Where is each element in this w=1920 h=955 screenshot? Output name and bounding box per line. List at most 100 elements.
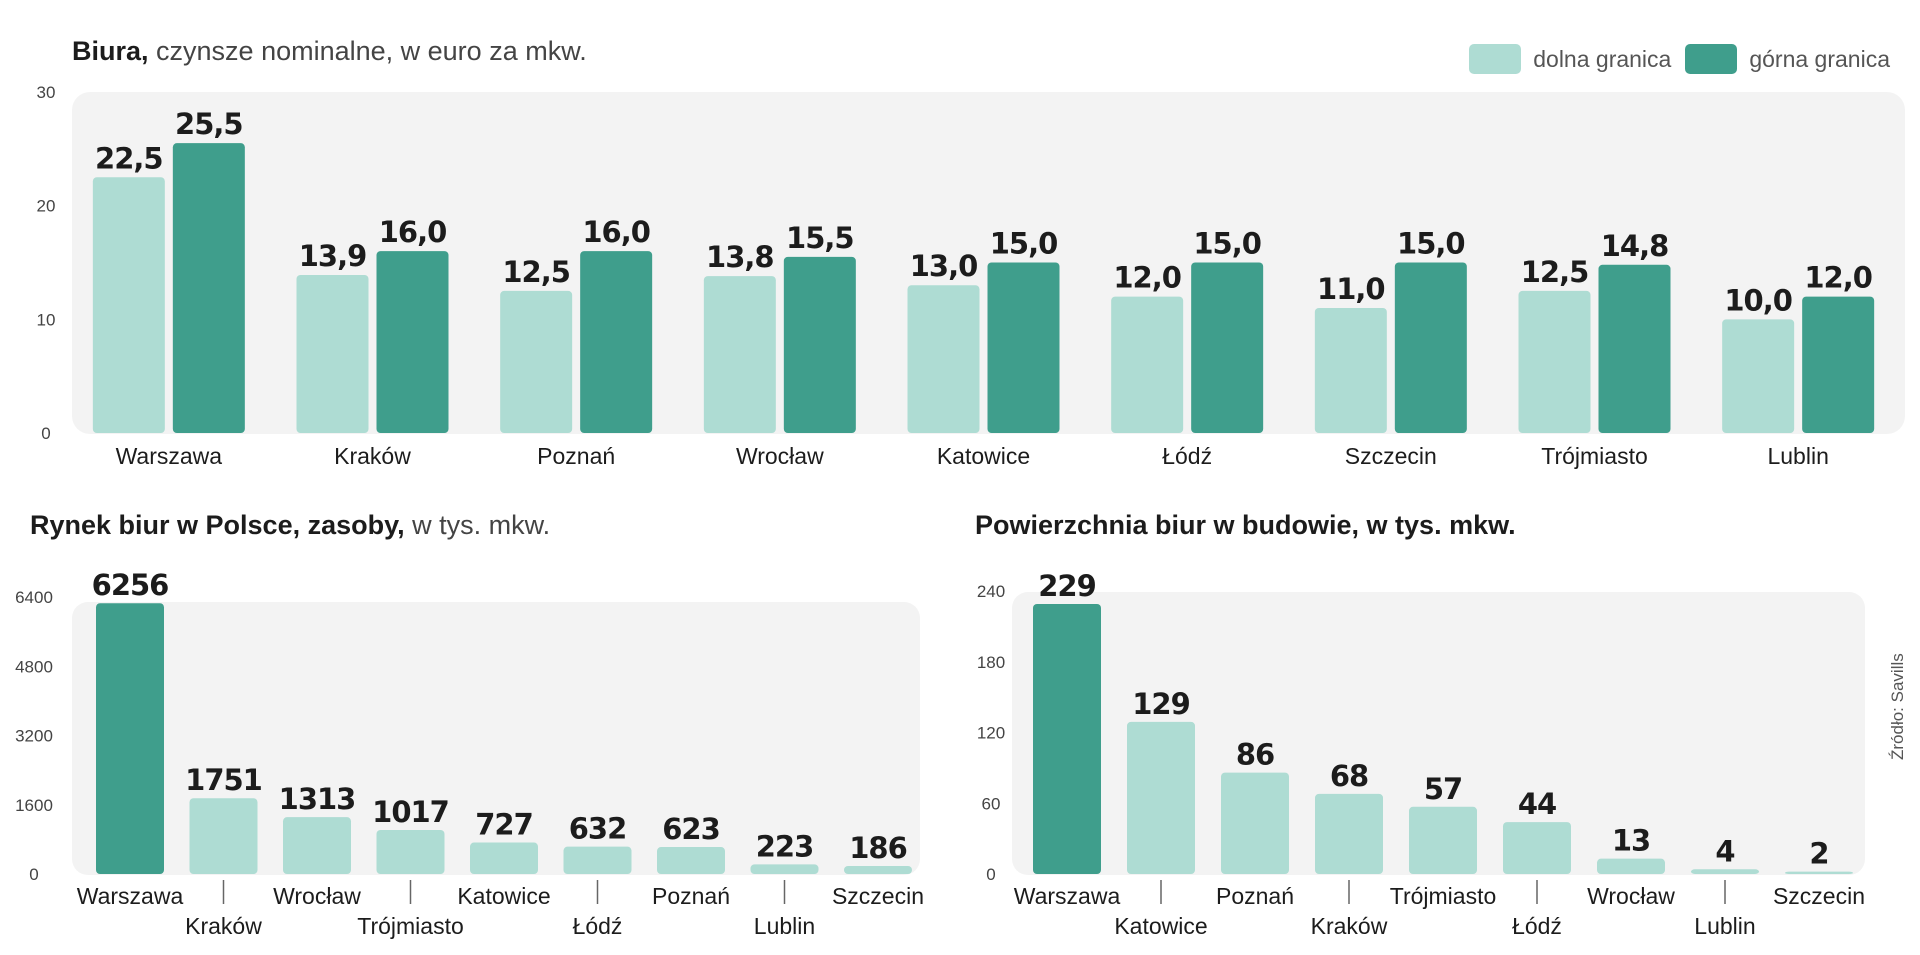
chart2-bar bbox=[96, 603, 164, 874]
chart2-category-label: Kraków bbox=[185, 913, 262, 939]
chart1-bar-upper bbox=[1394, 262, 1467, 433]
legend-item-lower: dolna granica bbox=[1469, 44, 1671, 74]
chart1-bar-lower bbox=[1722, 319, 1795, 433]
chart2-value-label: 623 bbox=[662, 812, 720, 846]
chart3-category-label: Szczecin bbox=[1773, 883, 1865, 909]
chart1-title-bold: Biura, bbox=[72, 36, 149, 66]
chart3-bar bbox=[1221, 772, 1289, 874]
chart1-bar-lower bbox=[1518, 290, 1591, 433]
chart3-category-label: Wrocław bbox=[1587, 883, 1675, 909]
chart1-bar-lower bbox=[92, 177, 165, 433]
chart3-title: Powierzchnia biur w budowie, w tys. mkw. bbox=[975, 510, 1516, 541]
chart1-value-label: 12,5 bbox=[502, 255, 570, 289]
chart3-bar bbox=[1503, 822, 1571, 874]
chart1-value-label: 10,0 bbox=[1724, 283, 1792, 317]
chart1-value-label: 15,5 bbox=[786, 221, 854, 255]
chart1-value-label: 14,8 bbox=[1601, 229, 1669, 263]
chart3-y-tick-label: 240 bbox=[977, 582, 1005, 601]
chart1-bar-upper bbox=[580, 251, 653, 433]
chart3-category-label: Warszawa bbox=[1014, 883, 1121, 909]
chart1-category-label: Trójmiasto bbox=[1541, 443, 1648, 469]
chart3-bar bbox=[1315, 793, 1383, 874]
chart2-bar bbox=[563, 846, 632, 874]
chart3-bar bbox=[1691, 869, 1759, 874]
chart1-category-label: Katowice bbox=[937, 443, 1030, 469]
chart1-category-label: Poznań bbox=[537, 443, 615, 469]
chart2-category-label: Wrocław bbox=[273, 883, 361, 909]
chart2-bar bbox=[750, 864, 819, 874]
chart1-value-label: 15,0 bbox=[1193, 227, 1261, 261]
chart1-value-label: 22,5 bbox=[95, 141, 163, 175]
chart3-value-label: 68 bbox=[1330, 759, 1368, 793]
chart2-category-label: Lublin bbox=[754, 913, 815, 939]
chart3-bar bbox=[1033, 603, 1101, 874]
chart2-value-label: 1751 bbox=[185, 763, 262, 797]
chart1-bar-lower bbox=[703, 276, 776, 433]
chart1-bar-lower bbox=[1111, 296, 1184, 433]
chart1-category-label: Kraków bbox=[334, 443, 411, 469]
chart3-value-label: 229 bbox=[1038, 569, 1096, 603]
chart2-bar bbox=[283, 817, 351, 874]
chart1-bar-upper bbox=[1191, 262, 1264, 433]
chart2-bar bbox=[376, 829, 445, 874]
chart3-category-label: Katowice bbox=[1114, 913, 1207, 939]
chart1-category-label: Szczecin bbox=[1345, 443, 1437, 469]
chart3-category-label: Trójmiasto bbox=[1390, 883, 1497, 909]
chart2-bar bbox=[470, 842, 538, 874]
chart2-bar bbox=[657, 847, 725, 874]
chart1-legend: dolna granica górna granica bbox=[1469, 44, 1890, 74]
chart2-value-label: 6256 bbox=[92, 568, 169, 602]
chart1-value-label: 25,5 bbox=[175, 107, 243, 141]
chart1-value-label: 15,0 bbox=[1397, 227, 1465, 261]
chart2-category-label: Poznań bbox=[652, 883, 730, 909]
chart2-category-label: Szczecin bbox=[832, 883, 924, 909]
chart3-category-label: Łódź bbox=[1512, 913, 1562, 939]
chart3-value-label: 13 bbox=[1612, 824, 1650, 858]
chart1-value-label: 13,8 bbox=[706, 240, 774, 274]
legend-swatch-upper bbox=[1685, 44, 1738, 74]
chart1-value-label: 12,0 bbox=[1113, 261, 1181, 295]
chart3-bar bbox=[1597, 858, 1665, 874]
chart2-value-label: 1313 bbox=[279, 782, 356, 816]
chart2-value-label: 727 bbox=[475, 808, 533, 842]
chart1-y-tick-label: 10 bbox=[37, 310, 56, 329]
chart3-category-label: Kraków bbox=[1311, 913, 1388, 939]
legend-item-upper: górna granica bbox=[1685, 44, 1890, 74]
chart2-title: Rynek biur w Polsce, zasoby, w tys. mkw. bbox=[30, 510, 550, 541]
chart1-bar-lower bbox=[500, 290, 573, 433]
chart2-title-bold: Rynek biur w Polsce, zasoby, bbox=[30, 510, 405, 540]
chart3-value-label: 129 bbox=[1132, 687, 1190, 721]
chart3-bar bbox=[1127, 721, 1195, 874]
chart2-bar bbox=[844, 865, 912, 874]
chart2-y-tick-label: 3200 bbox=[15, 727, 53, 746]
chart1-value-label: 12,5 bbox=[1521, 255, 1589, 289]
chart1-title: Biura, czynsze nominalne, w euro za mkw. bbox=[72, 36, 587, 67]
chart1-bar-upper bbox=[987, 262, 1060, 433]
chart3-value-label: 86 bbox=[1236, 738, 1274, 772]
chart3-bar bbox=[1409, 806, 1477, 874]
chart3-y-tick-label: 60 bbox=[982, 794, 1001, 813]
chart3-y-tick-label: 0 bbox=[986, 865, 995, 884]
chart1-category-label: Warszawa bbox=[116, 443, 223, 469]
chart2-category-label: Trójmiasto bbox=[357, 913, 464, 939]
chart1-value-label: 11,0 bbox=[1317, 272, 1385, 306]
chart2-category-label: Katowice bbox=[457, 883, 550, 909]
chart3-value-label: 57 bbox=[1424, 772, 1462, 806]
chart3-value-label: 2 bbox=[1809, 837, 1828, 871]
chart2-title-normal: w tys. mkw. bbox=[404, 510, 551, 540]
chart3-bar bbox=[1785, 871, 1853, 874]
chart1-bar-lower bbox=[907, 285, 980, 433]
chart2-plot-background bbox=[72, 602, 920, 875]
chart3-y-tick-label: 120 bbox=[977, 724, 1005, 743]
chart1-y-tick-label: 30 bbox=[37, 83, 56, 102]
chart1-category-label: Wrocław bbox=[736, 443, 824, 469]
chart1-value-label: 13,9 bbox=[299, 239, 367, 273]
chart1-category-label: Łódź bbox=[1162, 443, 1212, 469]
chart1-y-tick-label: 20 bbox=[37, 197, 56, 216]
chart1-value-label: 16,0 bbox=[582, 215, 650, 249]
chart2-y-tick-label: 4800 bbox=[15, 657, 53, 676]
chart1-category-label: Lublin bbox=[1767, 443, 1828, 469]
chart2-value-label: 223 bbox=[756, 829, 814, 863]
chart1-value-label: 13,0 bbox=[910, 249, 978, 283]
